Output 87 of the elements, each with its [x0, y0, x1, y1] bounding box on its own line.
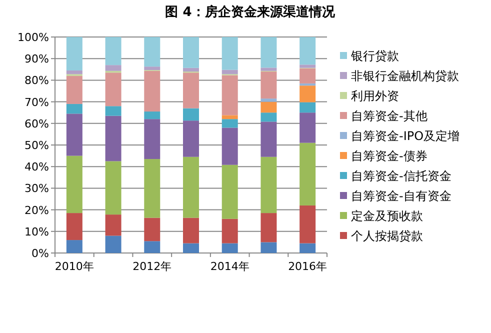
bar: [183, 37, 199, 68]
bar: [183, 156, 199, 218]
bar: [222, 218, 238, 244]
bar: [260, 112, 277, 122]
y-tick-label: 100%: [18, 31, 49, 44]
bar: [300, 205, 316, 244]
y-tick-label: 20%: [24, 204, 49, 217]
bar: [260, 122, 277, 157]
bar: [66, 213, 82, 240]
bar: [222, 119, 238, 128]
bar: [300, 142, 316, 206]
legend-label: 个人按揭贷款: [351, 229, 423, 243]
bar: [105, 236, 122, 253]
bar: [144, 218, 160, 242]
bar: [260, 242, 277, 253]
bar: [105, 116, 122, 162]
bar: [222, 115, 238, 120]
bar: [66, 240, 82, 253]
bar: [183, 120, 199, 157]
bar: [260, 37, 277, 68]
bar: [105, 65, 122, 71]
bar: [183, 243, 199, 253]
bar: [105, 161, 122, 215]
bar: [66, 104, 82, 114]
bar: [144, 66, 160, 70]
bar: [222, 243, 238, 253]
bar: [222, 164, 238, 219]
bar: [300, 68, 316, 84]
bar: [144, 112, 160, 120]
bar: [144, 241, 160, 253]
chart-title: 图 4：房企资金来源渠道情况: [165, 4, 336, 20]
x-tick-label: 2014年: [210, 260, 250, 273]
bar: [260, 98, 277, 102]
bar: [144, 119, 160, 160]
bar: [66, 70, 82, 74]
bar: [183, 72, 199, 108]
bar: [222, 128, 238, 165]
y-tick-label: 0%: [32, 247, 49, 260]
x-tick-label: 2012年: [132, 260, 172, 273]
bar: [300, 112, 316, 143]
bar: [66, 114, 82, 156]
bar: [222, 37, 238, 70]
bar: [260, 102, 277, 113]
bar: [300, 86, 316, 102]
bar: [105, 214, 122, 236]
bar: [222, 70, 238, 74]
bar: [300, 243, 316, 253]
bar: [183, 68, 199, 72]
bar: [183, 218, 199, 244]
y-tick-label: 70%: [24, 96, 49, 109]
bar: [300, 37, 316, 65]
legend-label: 自筹资金-其他: [351, 109, 428, 123]
bar: [105, 106, 122, 116]
x-tick-label: 2016年: [288, 260, 328, 273]
legend-label: 银行贷款: [350, 49, 399, 63]
bar: [66, 37, 82, 70]
legend-label: 非银行金融机构贷款: [351, 69, 459, 83]
bar: [66, 76, 82, 104]
bar: [105, 72, 122, 106]
bar: [105, 37, 122, 66]
legend-label: 定金及预收款: [351, 209, 423, 223]
legend-label: 自筹资金-债券: [351, 149, 428, 163]
bar: [222, 75, 238, 116]
bar: [260, 213, 277, 242]
bar: [260, 68, 277, 71]
y-tick-label: 60%: [24, 117, 49, 130]
bar: [300, 102, 316, 113]
x-tick-label: 2010年: [54, 260, 94, 273]
bar: [183, 108, 199, 121]
bar: [300, 83, 316, 86]
legend-label: 自筹资金-IPO及定增: [351, 129, 460, 143]
legend-label: 利用外资: [351, 89, 399, 103]
y-tick-label: 10%: [24, 225, 49, 238]
bar: [260, 72, 277, 99]
y-tick-label: 30%: [24, 182, 49, 196]
bar: [260, 156, 277, 214]
bar: [144, 70, 160, 112]
bar: [144, 159, 160, 218]
y-tick-label: 90%: [24, 52, 49, 66]
bar: [66, 156, 82, 214]
y-tick-label: 80%: [24, 74, 49, 88]
bar: [300, 64, 316, 68]
legend-label: 自筹资金-信托资金: [351, 169, 452, 183]
bar: [144, 37, 160, 67]
legend-label: 自筹资金-自有资金: [351, 189, 452, 203]
y-tick-label: 50%: [24, 139, 49, 152]
y-tick-label: 40%: [24, 160, 49, 174]
